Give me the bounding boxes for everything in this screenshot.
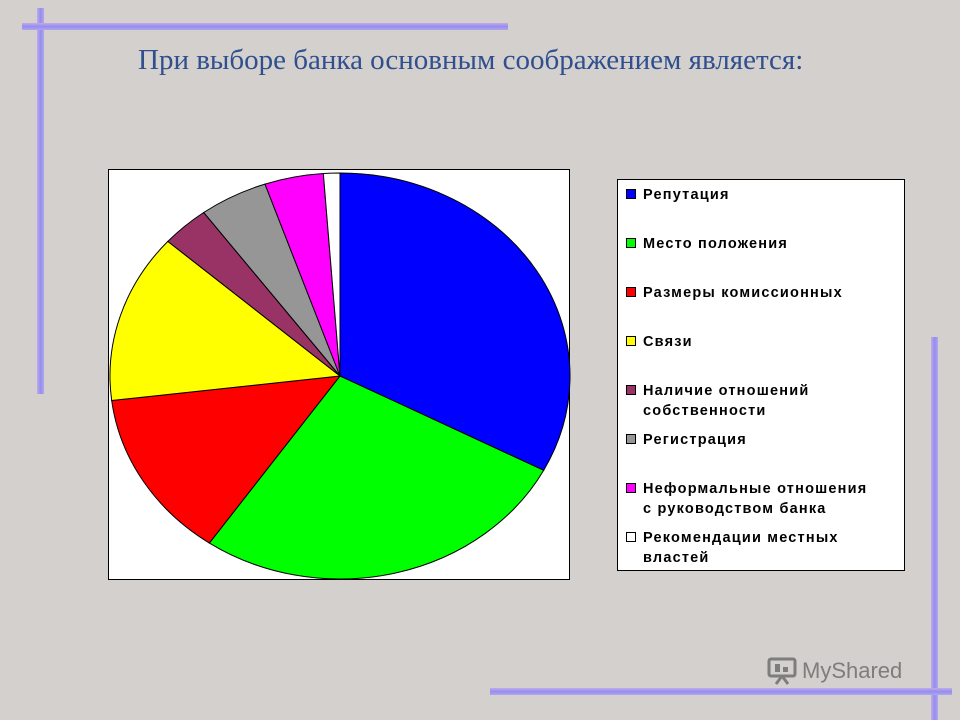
legend-swatch: [626, 189, 636, 199]
decor-line-bottom: [490, 688, 952, 695]
legend-label: Регистрация: [643, 432, 747, 448]
legend-swatch: [626, 336, 636, 346]
chart-legend: Репутация Место положения Размеры комиссио…: [617, 179, 905, 571]
presentation-icon: [767, 657, 797, 685]
legend-label: Наличие отношений собственности: [643, 383, 810, 419]
pie-chart: [109, 172, 571, 580]
plot-area: [108, 169, 571, 580]
legend-swatch: [626, 385, 636, 395]
legend-label: Место положения: [643, 236, 789, 252]
legend-label: Связи: [643, 334, 693, 350]
pie-slice-4: [109, 240, 342, 402]
decor-line-right: [931, 337, 938, 720]
pie-slice-3: [111, 375, 342, 544]
legend-swatch: [626, 483, 636, 493]
page-title: При выборе банка основным соображением я…: [138, 44, 804, 76]
decor-line-left: [37, 8, 44, 394]
pie-slice-8: [322, 172, 341, 377]
watermark: MyShared: [766, 656, 902, 686]
legend-swatch: [626, 434, 636, 444]
legend-swatch: [626, 287, 636, 297]
pie-slice-2: [208, 375, 545, 580]
watermark-text: MyShared: [802, 658, 903, 683]
legend-label: Репутация: [643, 187, 730, 203]
decor-line-top: [22, 23, 508, 30]
legend-label: Размеры комиссионных: [643, 285, 843, 301]
legend-swatch: [626, 238, 636, 248]
legend-swatch: [626, 532, 636, 542]
legend-label: Неформальные отношения с руководством ба…: [643, 481, 868, 517]
legend-label: Рекомендации местных властей: [643, 530, 839, 566]
pie-slice-1: [339, 172, 571, 471]
